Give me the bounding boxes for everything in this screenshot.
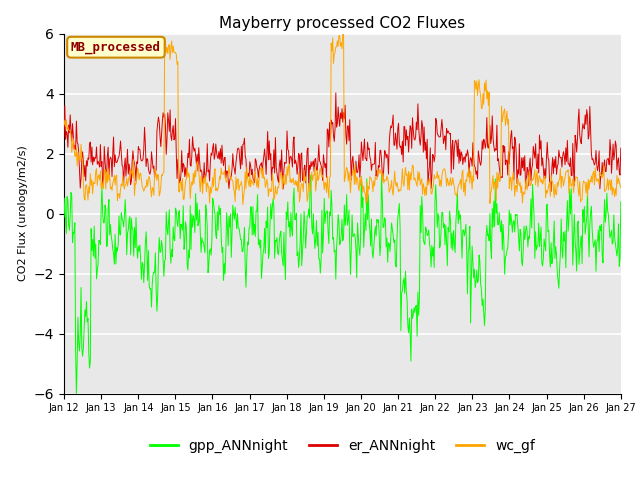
Y-axis label: CO2 Flux (urology/m2/s): CO2 Flux (urology/m2/s) <box>18 146 28 281</box>
Title: Mayberry processed CO2 Fluxes: Mayberry processed CO2 Fluxes <box>220 16 465 31</box>
Legend: gpp_ANNnight, er_ANNnight, wc_gf: gpp_ANNnight, er_ANNnight, wc_gf <box>144 433 541 459</box>
Text: MB_processed: MB_processed <box>71 40 161 54</box>
